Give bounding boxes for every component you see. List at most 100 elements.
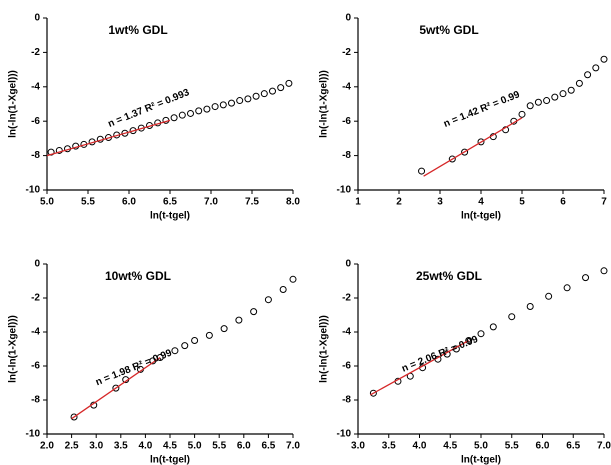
data-point [563, 284, 571, 292]
x-tick-label: 2.0 [40, 441, 54, 452]
x-tick-label: 3.0 [351, 441, 365, 452]
data-point [112, 384, 120, 392]
x-axis-label: ln(t-tgel) [461, 455, 501, 465]
y-tick-label: -4 [31, 327, 40, 338]
x-tick-label: 6.0 [122, 197, 136, 208]
data-point [235, 316, 243, 324]
data-point [600, 267, 608, 275]
x-tick-label: 4.5 [163, 441, 177, 452]
y-tick-label: -4 [31, 81, 40, 92]
data-point [187, 109, 194, 117]
y-tick-label: -8 [342, 150, 351, 161]
data-point [264, 296, 272, 304]
x-tick-label: 7.0 [204, 197, 218, 208]
panel: 3.0 3.5 4.0 4.5 5.0 5.5 6.0 6.5 7.0 -10 -8 -6 -4 -2 0 2… [319, 259, 611, 465]
y-tick-label: -2 [342, 293, 351, 304]
fit-annotation: n = 1.37 R² = 0.993 [106, 87, 191, 130]
panel-title: 10wt% GDL [105, 269, 171, 283]
panel: 1 2 3 4 5 6 7 -10 -8 -6 -4 -2 0 5wt% GDL ln(t-tgel) ln(… [319, 13, 608, 222]
data-point [121, 129, 129, 137]
data-point [178, 111, 186, 119]
x-tick-label: 6.5 [261, 441, 275, 452]
fit-line [369, 339, 470, 396]
data-point [156, 354, 164, 361]
y-tick-label: -2 [31, 47, 40, 58]
x-tick-label: 6.5 [566, 441, 580, 452]
x-tick-label: 4.0 [138, 441, 152, 452]
data-point [600, 55, 608, 63]
x-axis-label: ln(t-tgel) [150, 211, 190, 222]
data-point [279, 286, 287, 293]
data-point [220, 325, 228, 333]
x-tick-label: 4 [478, 197, 484, 208]
y-tick-label: -10 [337, 185, 352, 196]
data-point [70, 413, 78, 421]
x-tick-label: 5.5 [212, 441, 226, 452]
data-point [55, 146, 63, 154]
x-axis-label: ln(t-tgel) [461, 211, 501, 222]
panel: 5.0 5.5 6.0 6.5 7.0 7.5 8.0 -10 -8 -6 -4 -2 0 1wt% GD… [8, 13, 301, 222]
y-axis-label: ln(-ln(1-Xgel))) [319, 70, 330, 138]
data-point [551, 93, 559, 101]
data-point [219, 101, 227, 109]
data-point [543, 97, 551, 105]
data-point [244, 95, 252, 103]
data-point [211, 103, 219, 111]
data-point [252, 92, 260, 100]
panel-title: 25wt% GDL [416, 269, 482, 283]
y-tick-label: -4 [342, 327, 351, 338]
data-point [567, 86, 575, 94]
y-tick-label: -2 [31, 293, 40, 304]
x-tick-label: 3.0 [89, 441, 103, 452]
fit-line [46, 119, 171, 157]
data-point [592, 64, 600, 72]
fit-annotation: n = 1.42 R² = 0.99 [442, 89, 522, 130]
x-tick-label: 3.5 [114, 441, 128, 452]
data-point [448, 155, 456, 163]
data-point [285, 79, 293, 87]
x-tick-label: 5.5 [505, 441, 519, 452]
data-point [584, 71, 592, 79]
x-tick-label: 6.0 [237, 441, 251, 452]
x-tick-label: 7.0 [286, 441, 300, 452]
y-tick-label: -8 [31, 150, 40, 161]
x-tick-label: 8.0 [286, 197, 300, 208]
data-point [526, 303, 534, 310]
panel-title: 1wt% GDL [108, 23, 167, 37]
x-tick-label: 6.5 [163, 197, 177, 208]
x-tick-label: 7.0 [597, 441, 611, 452]
data-point [477, 330, 485, 338]
data-point [228, 99, 235, 107]
panel: 2.0 2.5 3.0 3.5 4.0 4.5 5.0 5.5 6.0 6.5 7.0 -10 -8 -6… [8, 259, 301, 465]
data-point [369, 389, 377, 397]
x-tick-label: 7.5 [245, 197, 259, 208]
y-tick-label: -6 [342, 361, 351, 372]
x-tick-label: 2.5 [65, 441, 79, 452]
x-tick-label: 6 [560, 197, 566, 208]
y-tick-label: -10 [337, 429, 352, 440]
y-axis-label: ln(-ln(1-Xgel))) [8, 315, 19, 383]
y-tick-label: 0 [345, 259, 351, 270]
fit-line [423, 117, 523, 177]
panel-title: 5wt% GDL [419, 23, 478, 37]
y-tick-label: -8 [31, 395, 40, 406]
x-tick-label: 3 [437, 197, 443, 208]
data-point [559, 90, 567, 98]
data-point [191, 337, 199, 344]
fit-line [71, 356, 161, 420]
x-tick-label: 2 [396, 197, 402, 208]
data-point [205, 331, 213, 339]
x-tick-label: 5 [519, 197, 525, 208]
data-point [269, 87, 276, 95]
data-point [526, 102, 534, 110]
y-axis-label: ln(-ln(1-Xgel))) [8, 70, 19, 138]
data-point [477, 138, 485, 146]
x-tick-label: 5.0 [188, 441, 202, 452]
x-tick-label: 7 [601, 197, 607, 208]
data-point [236, 97, 244, 105]
x-tick-label: 5.0 [40, 197, 54, 208]
y-tick-label: -6 [31, 361, 40, 372]
data-point [508, 313, 516, 321]
y-tick-label: 0 [345, 13, 351, 24]
x-tick-label: 5.0 [474, 441, 488, 452]
